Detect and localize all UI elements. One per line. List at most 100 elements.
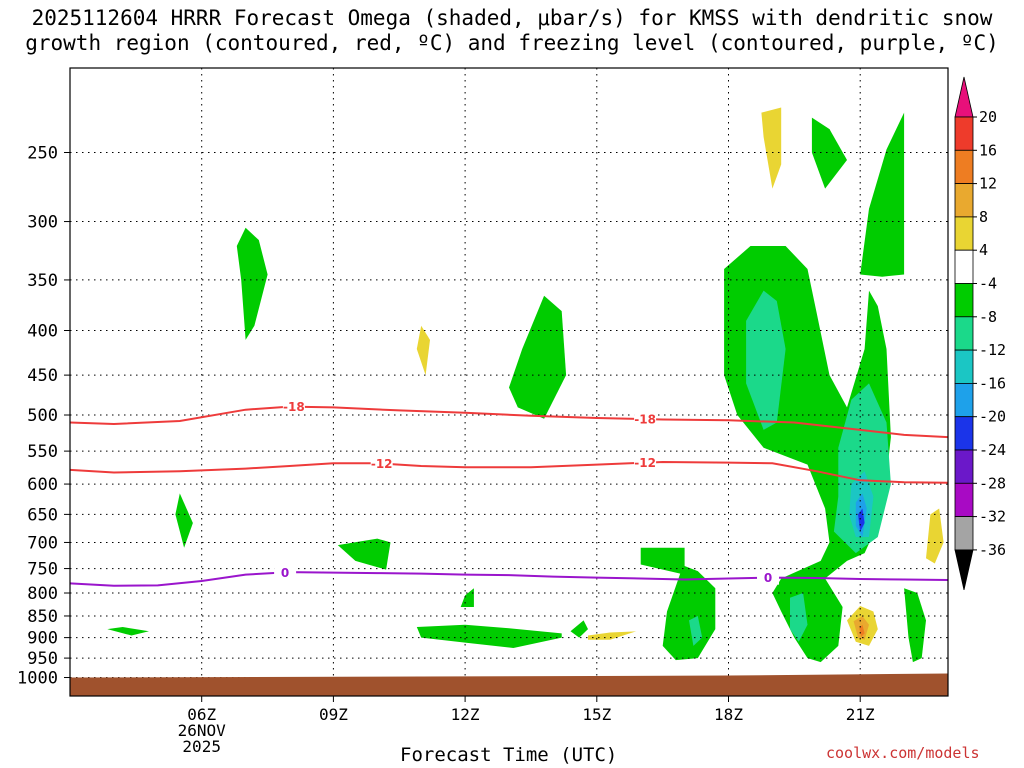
- x-tick-date: 26NOV: [178, 721, 227, 740]
- y-tick-label: 700: [27, 533, 58, 553]
- temperature-contours: -18 -18 -12 -12 0 0: [70, 399, 948, 587]
- x-tick-label: 09Z: [319, 705, 348, 724]
- grid-lines: [70, 68, 948, 696]
- colorbar-swatch: [954, 449, 974, 484]
- y-tick-label: 650: [27, 505, 58, 525]
- colorbar-label: 16: [979, 141, 997, 159]
- omega-region: [689, 616, 703, 646]
- colorbar-label: 20: [979, 108, 997, 126]
- y-tick-label: 950: [27, 649, 58, 669]
- contour-label: -12: [371, 457, 393, 471]
- chart-title: 2025112604 HRRR Forecast Omega (shaded, …: [0, 6, 1024, 56]
- contour-label-bg: [370, 456, 393, 471]
- colorbar-label: -12: [979, 341, 1006, 359]
- plot-frame: [69, 67, 949, 697]
- y-tick-label: 600: [27, 475, 58, 495]
- omega-region: [175, 493, 193, 548]
- title-line-2: growth region (contoured, red, ºC) and f…: [25, 31, 999, 55]
- x-tick-label: 12Z: [451, 705, 480, 724]
- omega-region: [416, 624, 562, 648]
- colorbar-label: -28: [979, 474, 1006, 492]
- contour-label: -18: [634, 413, 656, 427]
- omega-region: [904, 588, 926, 663]
- colorbar-label: -8: [979, 308, 997, 326]
- omega-region: [746, 290, 786, 430]
- contour-label-bg: [282, 399, 305, 414]
- contour-label: -12: [634, 456, 656, 470]
- contour-line: [70, 460, 948, 484]
- colorbar-label: 4: [979, 241, 988, 259]
- omega-region: [640, 547, 716, 661]
- x-tick-label: 06Z: [187, 705, 216, 724]
- x-tick-label: 18Z: [714, 705, 743, 724]
- contour-label-bg: [634, 455, 657, 470]
- colorbar-swatch: [954, 382, 974, 418]
- omega-region: [570, 620, 588, 638]
- x-axis-label: Forecast Time (UTC): [400, 744, 618, 766]
- credit-link[interactable]: coolwx.com/models: [826, 744, 980, 762]
- terrain-fill: [70, 673, 948, 696]
- omega-region: [811, 117, 847, 189]
- omega-shading: [107, 107, 944, 663]
- colorbar-label: -36: [979, 541, 1006, 559]
- contour-label-bg: [274, 565, 297, 580]
- y-tick-label: 350: [27, 271, 58, 291]
- colorbar-label: -4: [979, 275, 997, 293]
- colorbar-label: -20: [979, 408, 1006, 426]
- contour-line: [70, 571, 948, 587]
- colorbar-label: -16: [979, 374, 1006, 392]
- colorbar-swatch: [954, 183, 974, 218]
- y-tick-label: 550: [27, 442, 58, 462]
- colorbar-label: 12: [979, 175, 997, 193]
- colorbar-swatch: [954, 482, 974, 517]
- colorbar-label: -32: [979, 508, 1006, 526]
- colorbar-label: 8: [979, 208, 988, 226]
- terrain-surface: [70, 673, 948, 696]
- contour-label: -18: [283, 400, 305, 414]
- omega-region: [588, 631, 637, 640]
- y-tick-label: 850: [27, 607, 58, 627]
- y-tick-label: 450: [27, 366, 58, 386]
- y-tick-label: 300: [27, 213, 58, 233]
- title-line-1: 2025112604 HRRR Forecast Omega (shaded, …: [31, 6, 993, 30]
- omega-region: [236, 227, 268, 340]
- colorbar-label: -24: [979, 441, 1006, 459]
- colorbar-swatch: [954, 249, 974, 284]
- omega-region: [416, 325, 430, 376]
- y-tick-label: 250: [27, 144, 58, 164]
- pressure-axis: 2503003504004505005506006507007508008509…: [17, 144, 70, 689]
- x-tick-year: 2025: [182, 737, 221, 756]
- contour-line: [70, 405, 948, 439]
- colorbar-swatch: [954, 116, 974, 151]
- colorbar-bottom-arrow: [954, 549, 974, 590]
- y-tick-label: 400: [27, 322, 58, 342]
- colorbar-swatch: [954, 349, 974, 384]
- omega-region: [337, 538, 391, 570]
- y-tick-label: 800: [27, 584, 58, 604]
- y-tick-label: 750: [27, 560, 58, 580]
- x-tick-label: 15Z: [582, 705, 611, 724]
- y-tick-label: 900: [27, 629, 58, 649]
- colorbar-top-arrow: [954, 76, 974, 118]
- omega-region: [509, 295, 567, 419]
- colorbar-swatch: [954, 149, 974, 185]
- omega-region: [761, 107, 782, 189]
- omega-region: [107, 627, 149, 636]
- x-tick-label: 21Z: [846, 705, 875, 724]
- omega-region: [460, 588, 474, 607]
- contour-label-bg: [757, 570, 780, 585]
- omega-region: [790, 593, 808, 642]
- y-tick-label: 1000: [17, 669, 58, 689]
- omega-region: [926, 508, 944, 564]
- omega-region: [859, 624, 865, 637]
- contour-label: 0: [764, 571, 772, 585]
- contour-label-bg: [634, 412, 657, 427]
- colorbar-swatch: [954, 416, 974, 451]
- colorbar-swatch: [954, 316, 974, 351]
- omega-region: [860, 112, 905, 277]
- omega-colorbar: 20 16 12 8 4 -4 -8 -12 -16 -20 -24 -28 -32 -36: [954, 76, 1006, 590]
- colorbar-swatch: [954, 516, 974, 551]
- colorbar-swatch: [954, 283, 974, 318]
